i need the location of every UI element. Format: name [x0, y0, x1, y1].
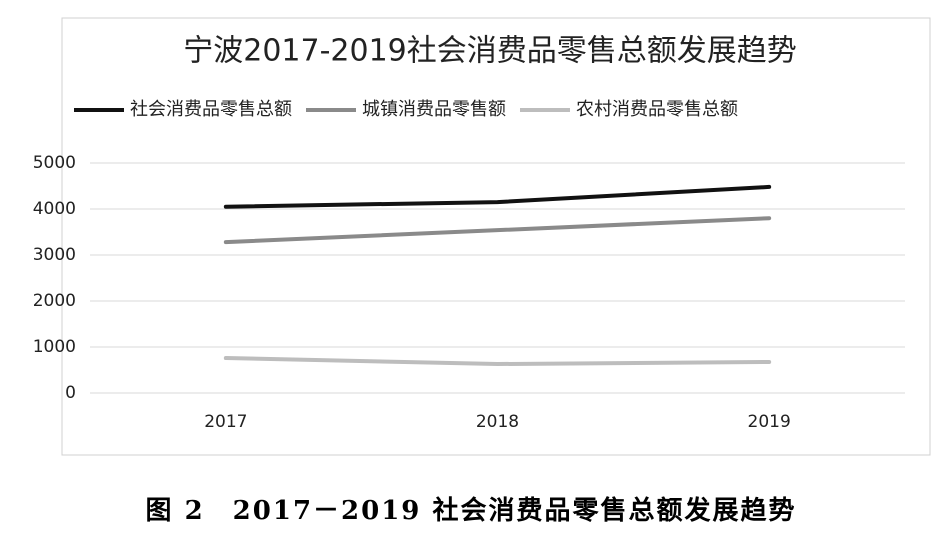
- y-tick-label: 0: [65, 383, 76, 403]
- figure-caption: 图 2 2017－2019 社会消费品零售总额发展趋势: [146, 495, 797, 526]
- chart-title: 宁波2017-2019社会消费品零售总额发展趋势: [183, 34, 797, 69]
- series-line: [223, 356, 772, 367]
- y-tick-label: 3000: [33, 245, 76, 265]
- y-tick-label: 4000: [33, 199, 76, 219]
- legend-label: 社会消费品零售总额: [130, 99, 292, 120]
- legend-label: 农村消费品零售总额: [576, 99, 738, 120]
- chart-frame: [61, 17, 931, 456]
- x-tick-label: 2018: [476, 412, 519, 432]
- series-line: [223, 184, 772, 209]
- y-tick-label: 1000: [33, 337, 76, 357]
- x-tick-label: 2019: [748, 412, 791, 432]
- y-tick-label: 5000: [33, 153, 76, 173]
- y-tick-label: 2000: [33, 291, 76, 311]
- series-line: [223, 216, 772, 245]
- x-tick-label: 2017: [204, 412, 247, 432]
- legend-label: 城镇消费品零售额: [362, 99, 506, 120]
